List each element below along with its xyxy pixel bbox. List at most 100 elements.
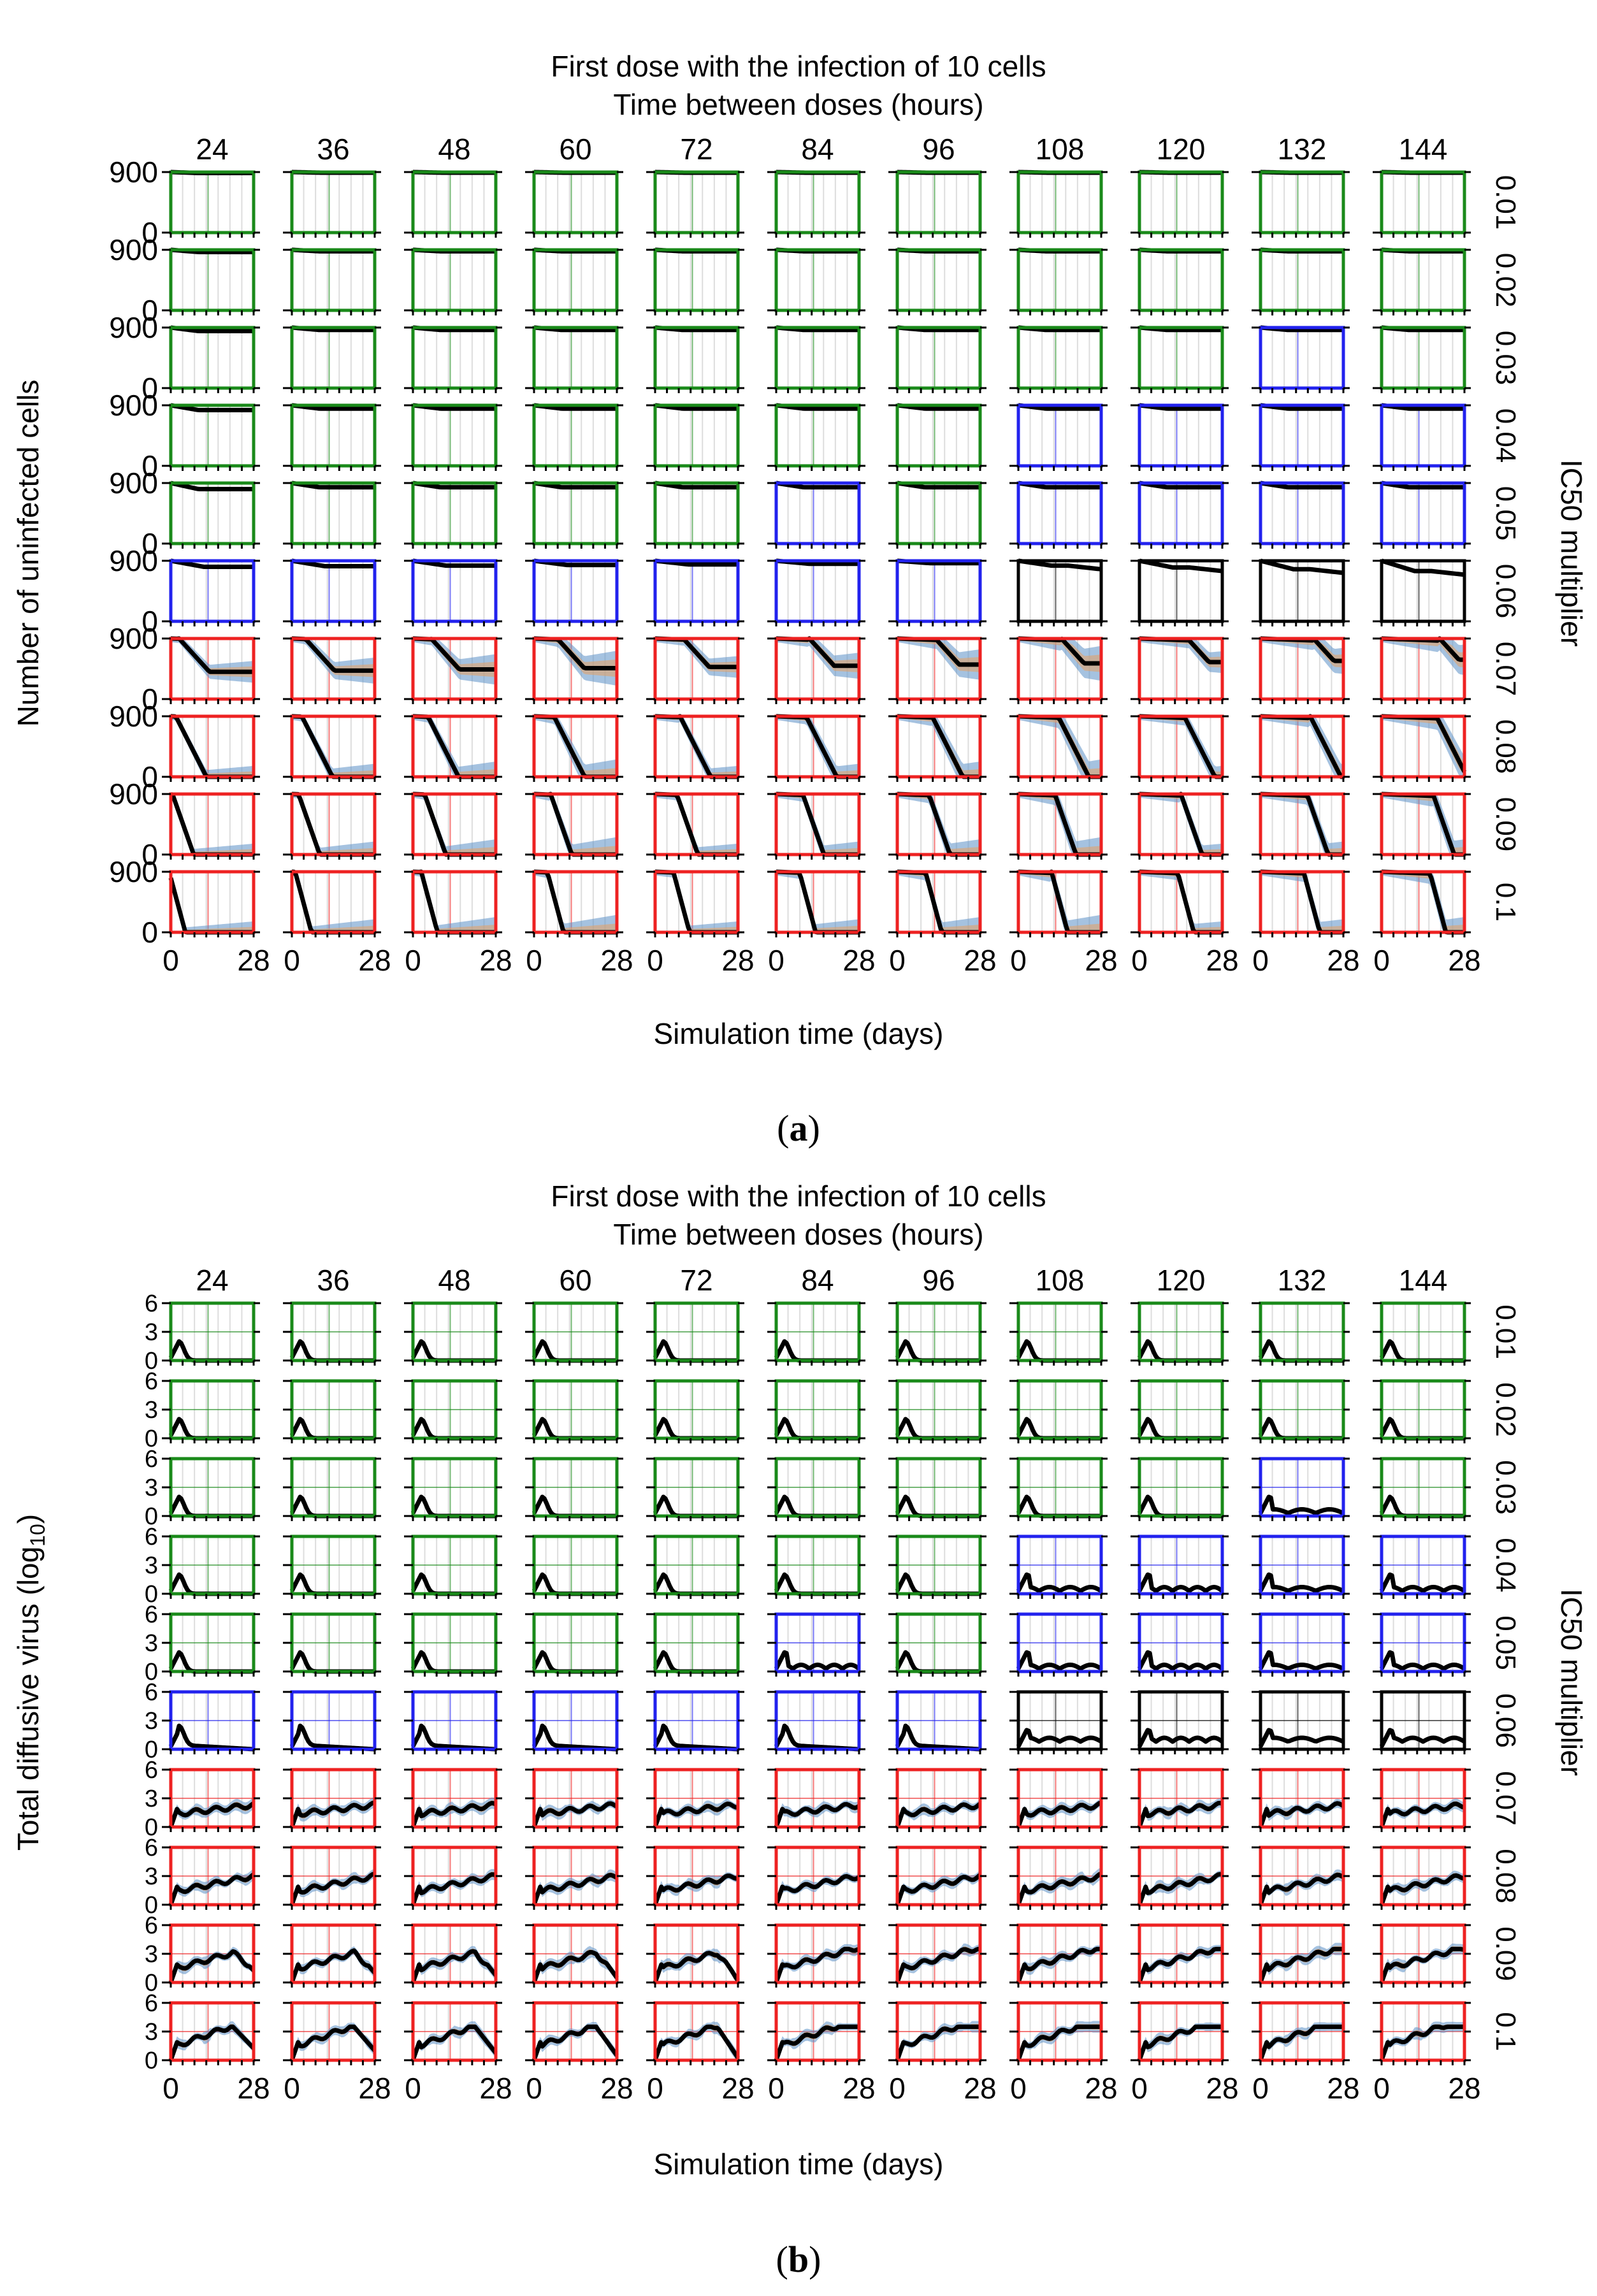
subplot-r5-c8 (1131, 558, 1229, 626)
x-tick-label: 28 (1448, 944, 1480, 977)
subplot-r4-c10 (1373, 1612, 1471, 1677)
subplot-r8-c10 (1373, 791, 1471, 860)
mean-line (654, 480, 739, 490)
subplot-frame (290, 870, 377, 934)
mean-line (291, 403, 375, 411)
subplot-r7-c4 (646, 714, 744, 782)
mean-line (170, 636, 254, 674)
panel-a: First dose with the infection of 10 cell… (11, 50, 1588, 1149)
x-tick-label: 0 (889, 944, 906, 977)
x-tick-label: 28 (964, 944, 996, 977)
uncertainty-band (171, 874, 254, 932)
subplot-frame (290, 714, 377, 779)
subplot-frame (1380, 559, 1466, 623)
mean-line (531, 1872, 618, 1906)
subplot-frame (653, 870, 740, 934)
subplot-r0-c0: 630 (145, 1290, 260, 1375)
subplot-r6-c2 (404, 636, 502, 704)
column-header-84: 84 (801, 1264, 834, 1297)
mean-line (1016, 1800, 1102, 1828)
subplot-r7-c10 (1373, 714, 1471, 782)
subplot-r8-c9 (1252, 791, 1350, 860)
subplot-r6-c1 (283, 636, 381, 704)
subplot-frame (290, 559, 377, 623)
y-tick-label: 0 (145, 1503, 158, 1530)
subplot-frame (1138, 637, 1224, 701)
subplot-frame (411, 481, 498, 545)
mean-line (168, 1801, 256, 1828)
subplot-frame (1259, 170, 1345, 235)
subplot-r4-c4 (646, 1612, 744, 1677)
subplot-frame (532, 248, 619, 312)
mean-line (533, 403, 618, 411)
row-label-0.08: 0.08 (1490, 1849, 1521, 1903)
y-tick-label: 900 (109, 466, 158, 500)
mean-line (531, 1801, 618, 1828)
subplot-r2-c4 (646, 325, 744, 393)
subplot-r4-c6 (888, 480, 986, 549)
y-tick-label: 3 (145, 1786, 158, 1812)
subplot-r0-c10 (1373, 170, 1471, 238)
subplot-r2-c3 (525, 1457, 623, 1521)
subplot-r5-c6 (888, 558, 986, 626)
uncertainty-band (1018, 639, 1101, 681)
subplot-frame (653, 403, 740, 468)
column-header-132: 132 (1278, 1264, 1327, 1297)
panel-a-y-label: Number of uninfected cells (11, 380, 45, 727)
mean-line (1016, 1650, 1102, 1671)
subplot-r3-c8 (1131, 1534, 1229, 1599)
y-tick-label: 0 (141, 838, 158, 871)
y-tick-label: 3 (145, 1708, 158, 1735)
subplot-r1-c1 (283, 1379, 381, 1443)
subplot-r2-c4 (646, 1457, 744, 1521)
subplot-r1-c1 (283, 247, 381, 315)
subplot-frame (1259, 559, 1345, 623)
x-tick-label: 0 (1373, 944, 1390, 977)
subplot-frame (1380, 637, 1466, 701)
mean-line (776, 403, 860, 411)
subplot-frame (895, 481, 982, 545)
subplot-r6-c8 (1131, 1768, 1229, 1832)
subplot-r3-c9 (1252, 1534, 1350, 1599)
x-tick-label: 28 (1327, 944, 1359, 977)
mean-line (533, 558, 618, 568)
column-header-120: 120 (1157, 133, 1206, 166)
subplot-r3-c4 (646, 403, 744, 471)
subplot-r1-c3 (525, 247, 623, 315)
subplot-r6-c6 (888, 636, 986, 704)
subplot-r5-c9 (1252, 558, 1350, 626)
mean-line (170, 480, 254, 491)
mean-line (1379, 1801, 1465, 1828)
uncertainty-band-inner (534, 716, 617, 777)
subplot-r3-c0: 630 (145, 1524, 260, 1608)
column-header-96: 96 (922, 1264, 955, 1297)
column-header-48: 48 (438, 1264, 470, 1297)
subplot-r0-c4 (646, 170, 744, 238)
subplot-r4-c8 (1131, 1612, 1229, 1677)
subplot-r4-c9 (1252, 1612, 1350, 1677)
subplot-r1-c10 (1373, 1379, 1471, 1443)
subplot-r5-c0: 900 0 (109, 544, 260, 638)
subplot-r1-c6 (888, 1379, 986, 1443)
mean-line (170, 325, 254, 334)
subplot-frame (774, 559, 861, 623)
subplot-r3-c3 (525, 1534, 623, 1599)
subplot-frame (290, 637, 377, 701)
mean-line (410, 1872, 497, 1906)
row-label-0.01: 0.01 (1490, 1304, 1521, 1359)
subplot-frame (169, 326, 256, 390)
y-tick-label: 6 (145, 1601, 158, 1628)
subplot-r6-c0: 630 (145, 1757, 260, 1841)
x-tick-label: 0 (768, 944, 784, 977)
subplot-frame (169, 792, 256, 856)
uncertainty-band (171, 794, 254, 855)
uncertainty-band-inner (292, 872, 375, 932)
subplot-r3-c6 (888, 403, 986, 471)
mean-line (1016, 1572, 1102, 1593)
subplot-r7-c5 (767, 714, 865, 782)
subplot-frame (1138, 248, 1224, 312)
y-tick-label: 0 (141, 916, 158, 949)
subplot-r7-c9 (1252, 714, 1350, 782)
column-header-108: 108 (1036, 1264, 1085, 1297)
subplot-r7-c5 (767, 1845, 865, 1910)
